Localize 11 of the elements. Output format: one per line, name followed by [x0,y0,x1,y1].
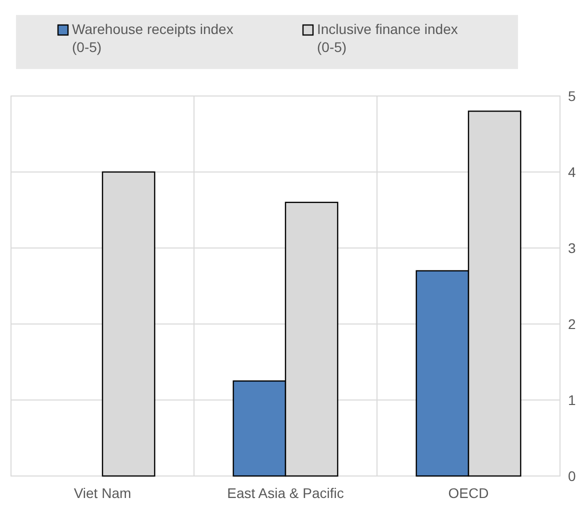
x-tick-label: OECD [448,485,489,501]
y-tick-label: 5 [568,88,576,104]
y-tick-label: 1 [568,392,576,408]
y-tick-label: 4 [568,164,576,180]
x-tick-label: Viet Nam [74,485,132,501]
y-tick-label: 3 [568,240,576,256]
legend-label: Inclusive finance index (0-5) [317,21,458,55]
y-tick-label: 0 [568,468,576,484]
y-tick-label: 2 [568,316,576,332]
x-tick-label: East Asia & Pacific [227,485,344,501]
legend-label: Warehouse receipts index (0-5) [72,21,234,55]
